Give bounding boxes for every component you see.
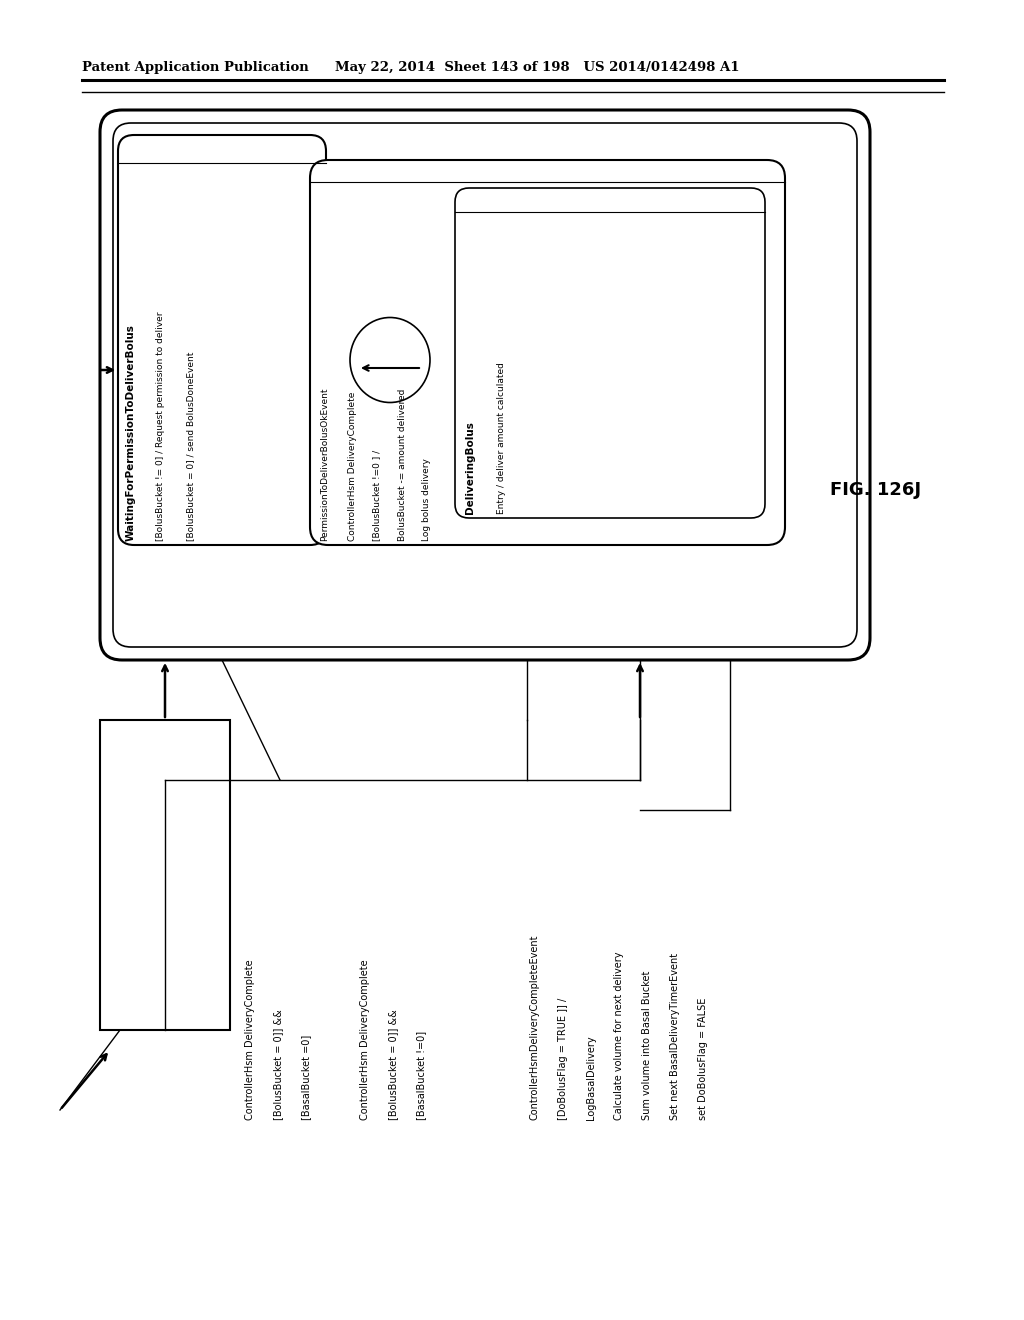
Text: Patent Application Publication: Patent Application Publication	[82, 61, 309, 74]
Text: WaitingForPermissionToDeliverBolus: WaitingForPermissionToDeliverBolus	[126, 325, 136, 541]
Text: [BasalBucket !=0]: [BasalBucket !=0]	[416, 1031, 426, 1119]
Text: ControllerHsm DeliveryComplete: ControllerHsm DeliveryComplete	[348, 392, 357, 541]
Text: PermissionToDeliverBolusOkEvent: PermissionToDeliverBolusOkEvent	[319, 388, 329, 541]
Text: FIG. 126J: FIG. 126J	[830, 480, 922, 499]
Text: ControllerHsm DeliveryComplete: ControllerHsm DeliveryComplete	[245, 960, 255, 1119]
Text: LogBasalDelivery: LogBasalDelivery	[586, 1035, 596, 1119]
FancyBboxPatch shape	[455, 187, 765, 517]
Text: ControllerHsm DeliveryComplete: ControllerHsm DeliveryComplete	[360, 960, 370, 1119]
FancyBboxPatch shape	[310, 160, 785, 545]
Text: Log bolus delivery: Log bolus delivery	[422, 458, 431, 541]
FancyBboxPatch shape	[113, 123, 857, 647]
Text: BolusBucket -= amount delivered: BolusBucket -= amount delivered	[398, 388, 407, 541]
FancyBboxPatch shape	[118, 135, 326, 545]
Text: [BasalBucket =0]: [BasalBucket =0]	[301, 1035, 311, 1119]
Bar	[100, 719, 230, 1030]
Text: [BolusBucket !=0 ] /: [BolusBucket !=0 ] /	[372, 450, 381, 541]
Text: [BolusBucket = 0]] &&: [BolusBucket = 0]] &&	[273, 1010, 283, 1119]
Text: Sum volume into Basal Bucket: Sum volume into Basal Bucket	[642, 970, 652, 1119]
FancyBboxPatch shape	[100, 110, 870, 660]
Text: [BolusBucket != 0] / Request permission to deliver: [BolusBucket != 0] / Request permission …	[156, 312, 165, 541]
Text: Calculate volume for next delivery: Calculate volume for next delivery	[614, 952, 624, 1119]
Text: ControllerHsmDeliveryCompleteEvent: ControllerHsmDeliveryCompleteEvent	[530, 935, 540, 1119]
Text: [DoBolusFlag = TRUE ]] /: [DoBolusFlag = TRUE ]] /	[558, 998, 568, 1119]
Text: Set next BasalDeliveryTimerEvent: Set next BasalDeliveryTimerEvent	[670, 953, 680, 1119]
Text: [BolusBucket = 0] / send BolusDoneEvent: [BolusBucket = 0] / send BolusDoneEvent	[186, 351, 195, 541]
Text: Entry / deliver amount calculated: Entry / deliver amount calculated	[497, 362, 506, 513]
Text: DeliveringBolus: DeliveringBolus	[465, 421, 475, 513]
Text: [BolusBucket = 0]] &&: [BolusBucket = 0]] &&	[388, 1010, 398, 1119]
Text: May 22, 2014  Sheet 143 of 198   US 2014/0142498 A1: May 22, 2014 Sheet 143 of 198 US 2014/01…	[335, 61, 739, 74]
Text: set DoBolusFlag = FALSE: set DoBolusFlag = FALSE	[698, 998, 708, 1119]
